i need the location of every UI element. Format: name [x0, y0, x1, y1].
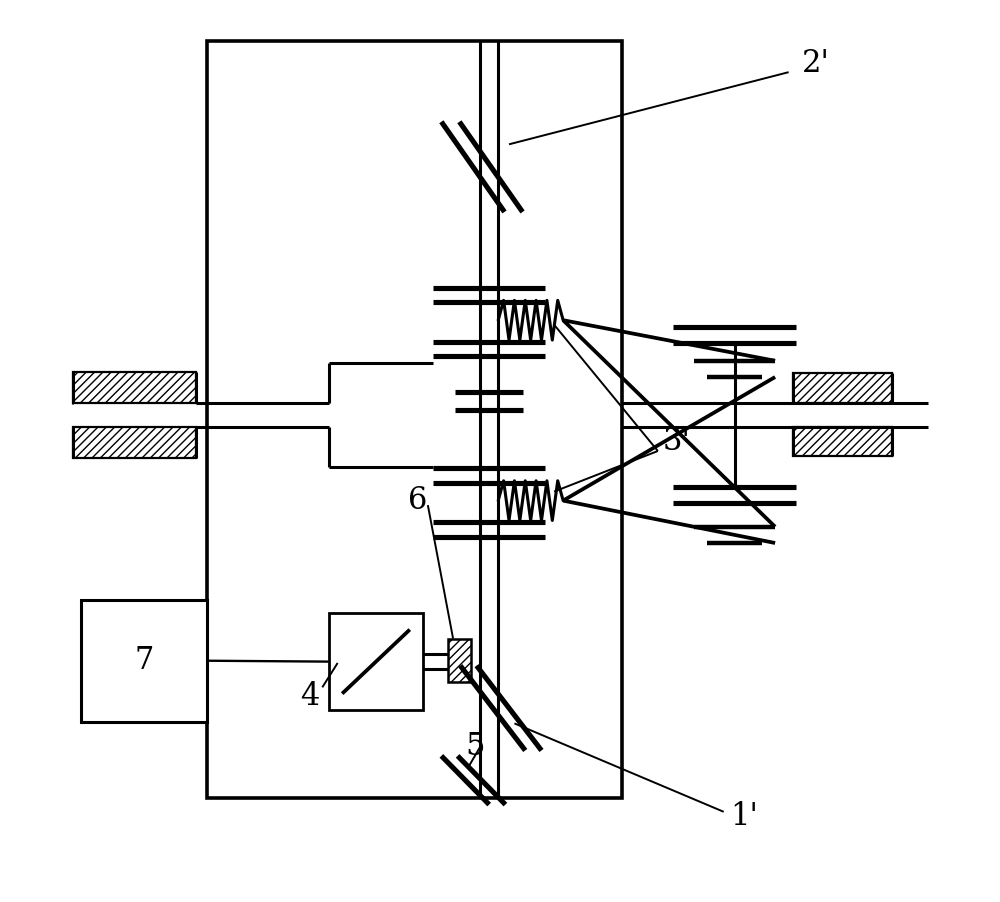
- Bar: [329, 613, 423, 710]
- Text: 1': 1': [730, 801, 758, 832]
- Text: 2': 2': [802, 48, 830, 78]
- Bar: [73, 427, 196, 458]
- Text: 5: 5: [466, 732, 485, 762]
- Text: 3': 3': [662, 427, 690, 457]
- Bar: [793, 427, 892, 456]
- Bar: [81, 600, 207, 722]
- Text: 6: 6: [408, 485, 427, 516]
- Bar: [207, 41, 622, 798]
- Text: 4: 4: [300, 681, 319, 712]
- Bar: [73, 372, 196, 403]
- Bar: [448, 639, 471, 682]
- Text: 7: 7: [134, 645, 153, 676]
- Bar: [793, 373, 892, 403]
